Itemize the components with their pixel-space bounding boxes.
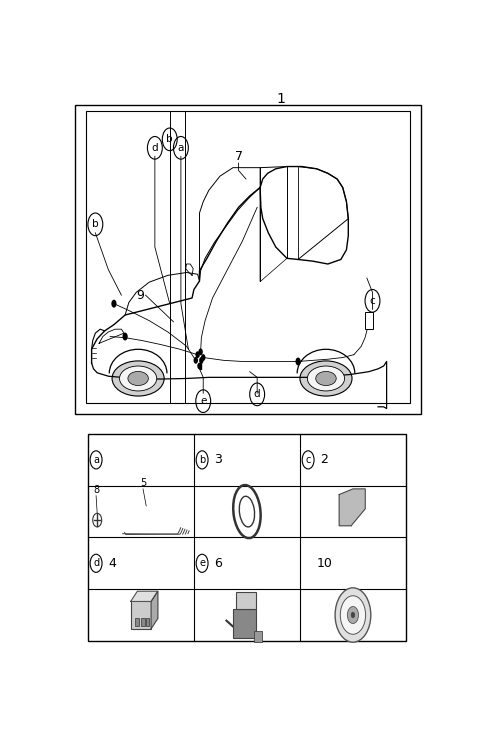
Text: e: e xyxy=(200,396,206,406)
Bar xyxy=(88,434,406,641)
Bar xyxy=(236,592,256,609)
Circle shape xyxy=(296,358,300,366)
Bar xyxy=(75,105,421,414)
Circle shape xyxy=(193,357,198,364)
Text: b: b xyxy=(199,455,205,465)
Text: 4: 4 xyxy=(108,557,116,570)
Text: 9: 9 xyxy=(136,289,144,302)
Text: b: b xyxy=(167,135,173,144)
Text: c: c xyxy=(305,455,311,465)
Bar xyxy=(141,618,144,626)
Text: b: b xyxy=(92,219,99,230)
Circle shape xyxy=(351,612,355,618)
Circle shape xyxy=(340,595,366,634)
Ellipse shape xyxy=(112,361,164,396)
Text: c: c xyxy=(370,296,375,306)
Text: a: a xyxy=(178,143,184,153)
Polygon shape xyxy=(151,591,158,629)
Ellipse shape xyxy=(120,366,156,391)
Polygon shape xyxy=(339,489,365,526)
Circle shape xyxy=(201,354,205,361)
Circle shape xyxy=(122,333,128,341)
Text: 10: 10 xyxy=(316,557,332,570)
Bar xyxy=(254,631,262,643)
Circle shape xyxy=(335,588,371,643)
Circle shape xyxy=(348,606,359,623)
Polygon shape xyxy=(131,591,158,601)
Text: d: d xyxy=(93,559,99,568)
Circle shape xyxy=(197,363,202,369)
Bar xyxy=(135,618,139,626)
Circle shape xyxy=(199,357,204,364)
Text: e: e xyxy=(199,559,205,568)
Bar xyxy=(233,609,256,637)
Text: 5: 5 xyxy=(140,478,146,488)
Text: 1: 1 xyxy=(277,91,286,105)
Circle shape xyxy=(198,348,203,355)
Bar xyxy=(365,312,373,329)
Polygon shape xyxy=(200,363,202,369)
Circle shape xyxy=(111,300,117,308)
Text: 6: 6 xyxy=(214,557,222,570)
Text: 2: 2 xyxy=(320,453,328,467)
Ellipse shape xyxy=(128,372,148,386)
Ellipse shape xyxy=(307,366,345,391)
Bar xyxy=(146,618,149,626)
Text: 3: 3 xyxy=(214,453,222,467)
Text: 8: 8 xyxy=(93,486,99,495)
Circle shape xyxy=(195,351,200,358)
Bar xyxy=(86,111,409,403)
Text: a: a xyxy=(93,455,99,465)
Text: d: d xyxy=(254,389,261,400)
Bar xyxy=(131,601,151,629)
Text: d: d xyxy=(152,143,158,153)
Text: 7: 7 xyxy=(235,150,242,163)
Ellipse shape xyxy=(316,372,336,386)
Ellipse shape xyxy=(300,361,352,396)
